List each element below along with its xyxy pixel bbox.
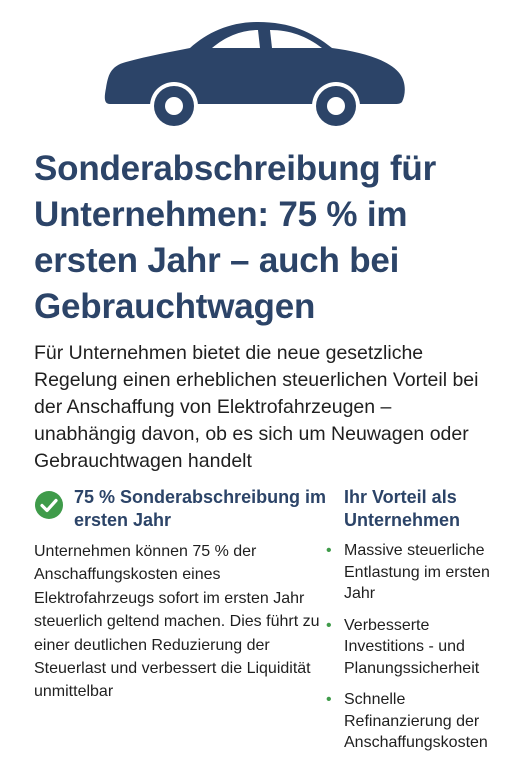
bullet-dot-icon: • xyxy=(326,542,332,559)
list-item: • Schnelle Refinanzierung der Anschaffun… xyxy=(324,689,509,754)
list-item-text: Verbesserte Investitions - und Planungss… xyxy=(344,616,480,677)
car-icon xyxy=(104,22,405,130)
page-title: Sonderabschreibung für Unternehmen: 75 %… xyxy=(34,149,437,326)
bullet-dot-icon: • xyxy=(326,616,332,634)
intro-paragraph: Für Unternehmen bietet die neue gesetzli… xyxy=(34,342,479,472)
bullet-dot-icon: • xyxy=(326,691,332,708)
list-item: • Verbesserte Investitions - und Planung… xyxy=(324,615,509,680)
advantage-list: • Massive steuerliche Entlastung im erst… xyxy=(324,540,509,764)
list-item-text: Massive steuerliche Entlastung im ersten… xyxy=(344,542,490,602)
list-item: • Massive steuerliche Entlastung im erst… xyxy=(324,540,509,605)
depreciation-body: Unternehmen können 75 % der Anschaffungs… xyxy=(34,543,320,701)
advantage-heading: Ihr Vorteil als Unternehmen xyxy=(344,487,461,530)
check-circle-icon xyxy=(35,491,63,519)
depreciation-heading: 75 % Sonderabschreibung im ersten Jahr xyxy=(74,487,327,530)
list-item-text: Schnelle Refinanzierung der Anschaffungs… xyxy=(344,691,488,751)
